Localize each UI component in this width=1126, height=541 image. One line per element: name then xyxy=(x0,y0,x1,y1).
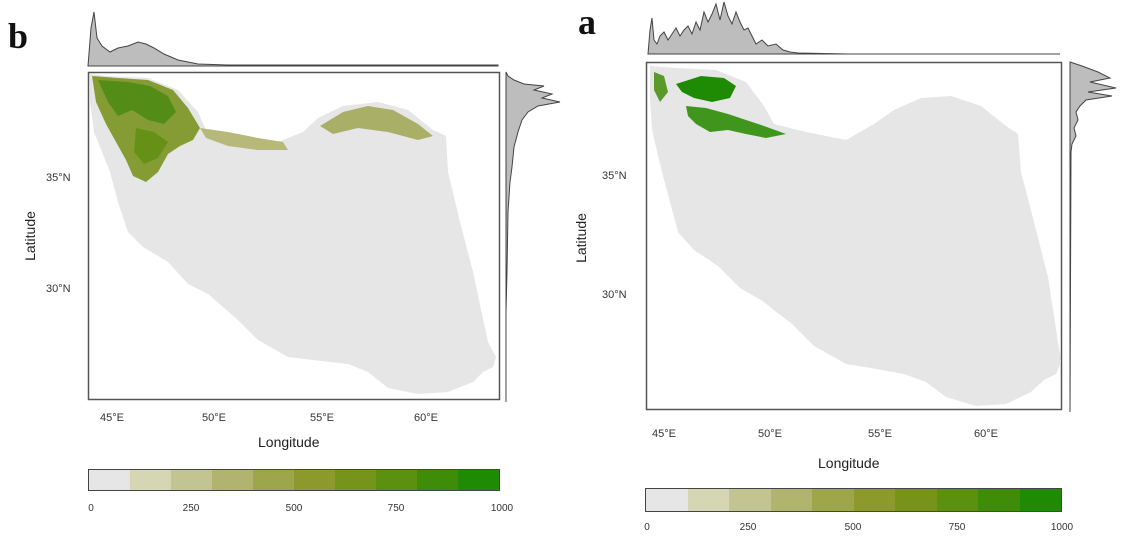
suitable-region-northeast-left xyxy=(320,106,433,140)
legend-swatch-right-9 xyxy=(1019,489,1061,511)
top-density-curve-right xyxy=(647,1,1060,55)
map-frame-right xyxy=(645,61,1063,411)
top-density-curve-left xyxy=(87,11,499,67)
legend-swatch-left-8 xyxy=(417,470,458,490)
x-tick-left-2: 55°E xyxy=(310,412,334,424)
legend-swatch-left-4 xyxy=(253,470,294,490)
legend-swatch-right-2 xyxy=(729,489,771,511)
legend-bar-right xyxy=(645,488,1062,512)
panel-letter-left: b xyxy=(8,16,29,56)
suitable-region-core-right xyxy=(676,76,736,102)
legend-swatch-left-0 xyxy=(89,470,130,490)
top-marginal-density-left xyxy=(87,11,499,67)
right-marginal-density-left xyxy=(505,71,561,402)
legend-swatch-right-1 xyxy=(687,489,729,511)
x-tick-right-0: 45°E xyxy=(652,428,676,440)
legend-swatch-left-7 xyxy=(376,470,417,490)
panel-letter-right: a xyxy=(578,2,596,42)
x-tick-right-1: 50°E xyxy=(758,428,782,440)
x-tick-right-2: 55°E xyxy=(868,428,892,440)
legend-label-right-3: 750 xyxy=(948,522,966,533)
suitable-region-west-right xyxy=(654,72,668,102)
legend-swatch-left-3 xyxy=(212,470,253,490)
suitable-core-north-left xyxy=(134,128,168,164)
y-axis-title-right: Latitude xyxy=(573,213,589,263)
legend-label-left-2: 500 xyxy=(285,503,303,514)
legend-label-right-2: 500 xyxy=(844,522,862,533)
legend-swatch-left-6 xyxy=(335,470,376,490)
legend-swatch-left-9 xyxy=(458,470,499,490)
legend-label-left-0: 0 xyxy=(88,503,94,514)
y-tick-right-0: 35°N xyxy=(602,170,627,182)
legend-swatch-left-5 xyxy=(294,470,335,490)
suitable-region-patches-right xyxy=(686,106,786,138)
suitable-core-northwest-left xyxy=(98,80,176,124)
legend-swatch-left-1 xyxy=(130,470,171,490)
right-marginal-density-right xyxy=(1069,61,1117,413)
right-density-curve-right xyxy=(1069,61,1117,413)
legend-label-right-1: 250 xyxy=(739,522,757,533)
legend-label-right-0: 0 xyxy=(644,522,650,533)
legend-swatch-right-6 xyxy=(895,489,937,511)
iran-landmass-left xyxy=(90,74,496,394)
legend-swatch-right-8 xyxy=(978,489,1020,511)
x-tick-left-0: 45°E xyxy=(100,412,124,424)
legend-swatch-right-5 xyxy=(853,489,895,511)
legend-bar-left xyxy=(88,469,500,491)
legend-label-left-1: 250 xyxy=(182,503,200,514)
legend-swatch-right-4 xyxy=(812,489,854,511)
legend-swatch-right-3 xyxy=(770,489,812,511)
legend-swatch-left-2 xyxy=(171,470,212,490)
y-tick-left-1: 30°N xyxy=(46,283,71,295)
iran-landmass-right xyxy=(650,66,1061,406)
legend-label-left-4: 1000 xyxy=(490,503,514,514)
legend-swatch-right-0 xyxy=(646,489,688,511)
y-tick-right-1: 30°N xyxy=(602,289,627,301)
x-tick-left-3: 60°E xyxy=(414,412,438,424)
y-tick-left-0: 35°N xyxy=(46,172,71,184)
legend-swatch-right-7 xyxy=(936,489,978,511)
x-tick-right-3: 60°E xyxy=(974,428,998,440)
top-marginal-density-right xyxy=(647,1,1060,55)
map-frame-left xyxy=(87,71,501,401)
right-density-curve-left xyxy=(505,71,561,402)
x-axis-title-left: Longitude xyxy=(258,434,320,450)
legend-label-right-4: 1000 xyxy=(1050,522,1074,533)
suitable-region-alborz-left xyxy=(200,128,288,150)
y-axis-title-left: Latitude xyxy=(22,211,38,261)
x-axis-title-right: Longitude xyxy=(818,455,880,471)
x-tick-left-1: 50°E xyxy=(202,412,226,424)
legend-label-left-3: 750 xyxy=(387,503,405,514)
